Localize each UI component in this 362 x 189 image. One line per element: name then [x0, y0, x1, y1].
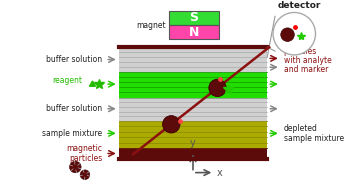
Circle shape: [209, 79, 226, 97]
Circle shape: [70, 161, 81, 173]
Text: y: y: [190, 139, 196, 149]
Text: buffer solution: buffer solution: [46, 104, 102, 113]
Text: x: x: [217, 168, 223, 178]
Bar: [119, 148, 267, 159]
Bar: [169, 25, 219, 40]
Bar: [119, 98, 267, 121]
Circle shape: [281, 28, 294, 41]
Text: detector: detector: [277, 1, 321, 10]
Text: and marker: and marker: [284, 64, 328, 74]
Text: reagent: reagent: [52, 76, 82, 85]
Bar: [169, 11, 219, 25]
Text: depleted: depleted: [284, 124, 317, 133]
Circle shape: [80, 170, 90, 180]
Text: S: S: [189, 11, 198, 24]
Text: sample mixture: sample mixture: [42, 129, 102, 138]
Bar: [119, 47, 267, 72]
Text: buffer solution: buffer solution: [46, 55, 102, 64]
Text: particles: particles: [69, 154, 102, 163]
Bar: [119, 121, 267, 148]
Circle shape: [273, 12, 316, 55]
Bar: [119, 47, 267, 159]
Bar: [119, 72, 267, 98]
Circle shape: [163, 116, 180, 133]
Text: with analyte: with analyte: [284, 56, 332, 65]
Text: sample mixture: sample mixture: [284, 134, 344, 143]
Text: N: N: [189, 26, 199, 39]
Text: magnetic: magnetic: [66, 144, 102, 153]
Text: particles: particles: [284, 47, 317, 56]
Text: magnet: magnet: [136, 21, 166, 29]
